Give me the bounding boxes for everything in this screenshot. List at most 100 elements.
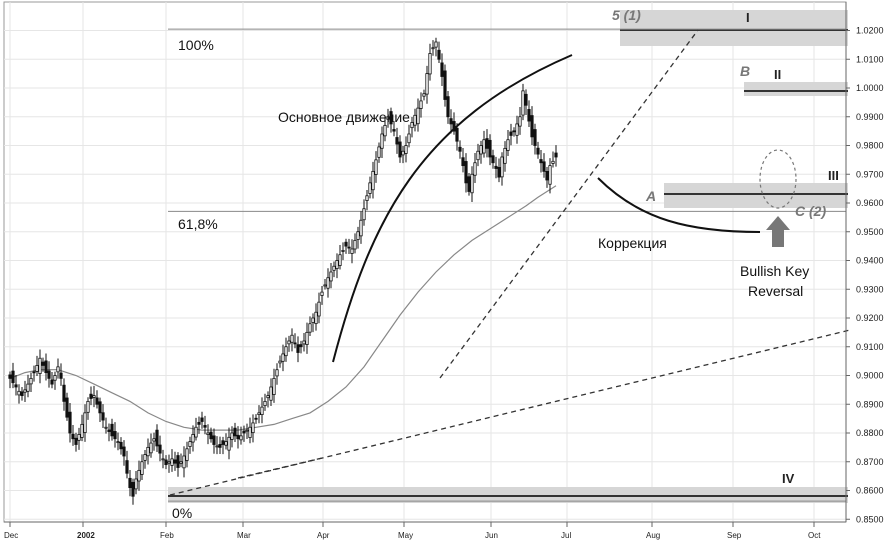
candle-body-down — [209, 431, 213, 440]
candle — [554, 145, 558, 167]
main-move-curve — [332, 54, 573, 363]
candle — [56, 358, 60, 379]
time-tick-label: Sep — [727, 531, 742, 540]
candle-body-up — [368, 182, 372, 194]
candle — [209, 427, 213, 443]
candle-body-down — [101, 412, 105, 421]
candle — [500, 152, 504, 186]
candle — [323, 279, 327, 290]
candle-body-up — [281, 353, 285, 362]
candle-body-down — [461, 157, 465, 167]
price-tick-label: 0.9700 — [856, 169, 884, 179]
candle — [242, 425, 246, 442]
candle-body-up — [287, 340, 291, 345]
candle-body-up — [425, 73, 429, 95]
price-tick-label: 0.9900 — [856, 112, 884, 122]
candle-body-up — [317, 301, 321, 317]
candle-body-up — [386, 116, 390, 120]
candle-body-up — [239, 435, 243, 441]
candle-body-down — [455, 127, 459, 142]
candle-body-down — [200, 417, 204, 422]
point-c-label: C (2) — [795, 203, 826, 219]
candle — [452, 112, 456, 135]
candle-body-down — [65, 397, 69, 418]
candle — [41, 357, 45, 372]
candle-body-up — [302, 340, 306, 345]
candle — [395, 127, 399, 154]
candle — [479, 140, 483, 164]
candle — [386, 108, 390, 128]
candle — [149, 433, 153, 458]
candle-body-down — [68, 411, 72, 434]
price-tick-label: 0.9500 — [856, 227, 884, 237]
candle — [26, 374, 30, 398]
candle — [542, 153, 546, 178]
candle-body-down — [536, 147, 540, 155]
candle-body-up — [284, 346, 288, 357]
candle — [335, 253, 339, 279]
candle-body-up — [548, 165, 552, 185]
candle — [428, 43, 432, 81]
axes: 1.0200 1.0100 1.0000 0.9900 0.9800 0.9700 0.96… — [4, 2, 884, 540]
time-tick-label: 2002 — [77, 531, 95, 540]
candle — [137, 460, 141, 491]
candle — [512, 127, 516, 137]
candle-body-down — [296, 344, 300, 353]
candle-body-up — [329, 271, 333, 282]
candle — [257, 405, 261, 424]
candle — [254, 414, 258, 424]
candle — [413, 108, 417, 132]
price-tick-label: 0.8900 — [856, 399, 884, 409]
candle — [392, 121, 396, 137]
candle — [320, 285, 324, 305]
candle — [437, 41, 441, 64]
candle-body-up — [506, 139, 510, 151]
candle-body-down — [392, 129, 396, 132]
candle-body-down — [512, 130, 516, 133]
time-tick-label: Apr — [317, 531, 330, 540]
candle — [485, 129, 489, 158]
up-arrow-icon — [766, 216, 790, 247]
candle — [317, 292, 321, 324]
candle-body-up — [428, 53, 432, 75]
zone-iii-band — [664, 183, 848, 208]
candle-body-down — [221, 440, 225, 445]
candle — [260, 397, 264, 424]
candle — [476, 143, 480, 167]
resistance-support-zones — [168, 10, 848, 503]
candle — [410, 117, 414, 138]
candle-body-up — [86, 400, 90, 413]
candle — [119, 437, 123, 455]
candle — [128, 469, 132, 497]
candle — [125, 450, 129, 479]
candle — [170, 449, 174, 472]
candle — [11, 362, 15, 389]
candle — [80, 414, 84, 442]
candle-body-down — [107, 429, 111, 432]
candle-body-up — [482, 139, 486, 154]
candle — [101, 404, 105, 428]
candle-body-up — [476, 150, 480, 161]
candle — [314, 303, 318, 331]
candle — [305, 322, 309, 354]
candle-body-up — [503, 147, 507, 164]
candle — [173, 451, 177, 471]
candle — [230, 426, 234, 448]
candle-body-down — [485, 138, 489, 149]
candle — [62, 378, 66, 411]
wave-trendline — [439, 29, 699, 379]
candle — [422, 89, 426, 101]
candle — [458, 140, 462, 159]
fib-label: 100% — [178, 37, 214, 53]
candle-body-up — [170, 458, 174, 466]
candle-body-down — [446, 96, 450, 118]
candle — [464, 153, 468, 193]
candle-body-up — [56, 366, 60, 373]
candle — [527, 100, 531, 127]
candle-body-up — [206, 432, 210, 436]
candle-body-down — [347, 246, 351, 249]
candle — [155, 424, 159, 452]
candle-body-down — [236, 434, 240, 440]
candle-body-down — [44, 360, 48, 374]
